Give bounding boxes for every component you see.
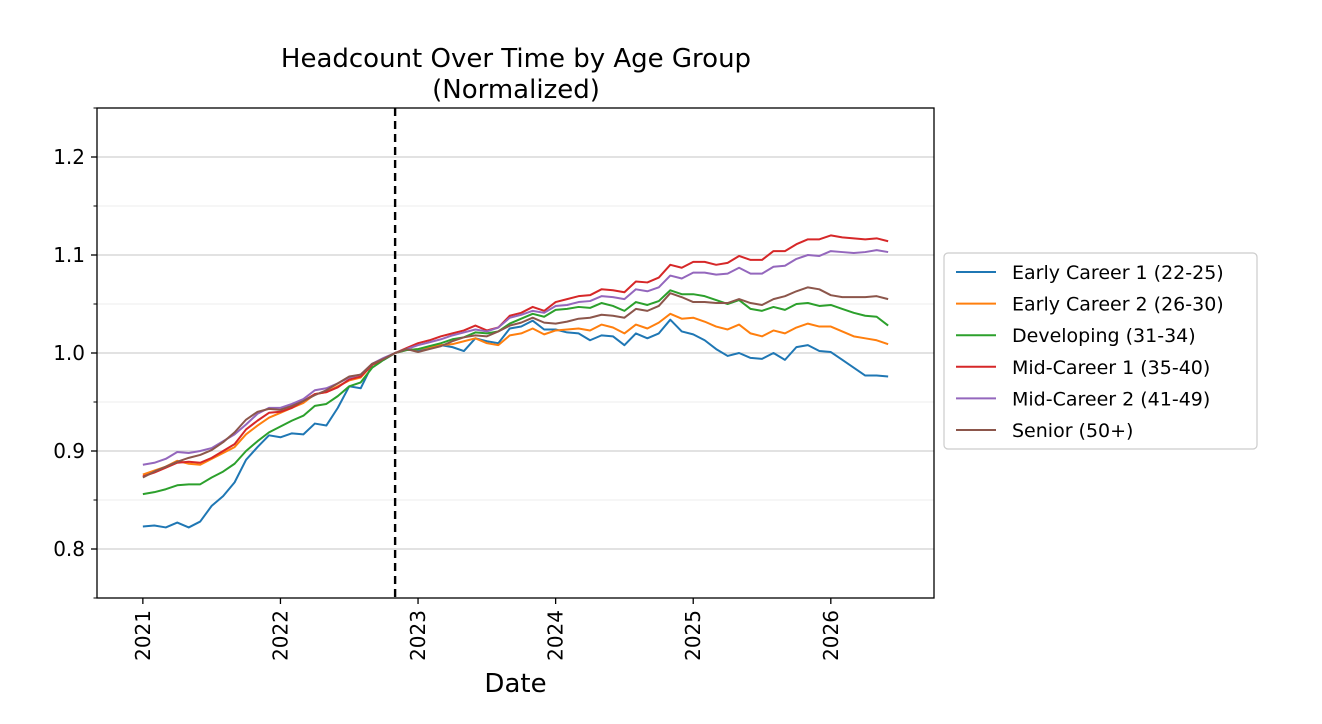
x-tick-label: 2023 xyxy=(406,610,430,661)
series-line xyxy=(142,312,889,476)
legend-label: Senior (50+) xyxy=(1012,420,1133,442)
y-tick-label: 1.2 xyxy=(53,145,85,169)
legend-label: Mid-Career 2 (41-49) xyxy=(1012,388,1210,410)
x-tick-label: 2022 xyxy=(268,610,292,661)
series-lines xyxy=(142,234,889,529)
legend-label: Mid-Career 1 (35-40) xyxy=(1012,357,1210,379)
y-tick-label: 1.0 xyxy=(53,341,85,365)
grid-lines xyxy=(97,156,934,550)
legend-box xyxy=(943,252,1258,450)
x-tick-label: 2024 xyxy=(544,610,568,661)
legend-label: Developing (31-34) xyxy=(1012,325,1196,347)
series-line xyxy=(142,249,889,466)
x-tick-label: 2025 xyxy=(681,610,705,661)
legend-label: Early Career 2 (26-30) xyxy=(1012,294,1224,316)
y-tick-label: 0.9 xyxy=(53,439,85,463)
chart-title-line: Headcount Over Time by Age Group xyxy=(281,44,751,74)
chart-title-line: (Normalized) xyxy=(432,75,600,105)
x-axis-label: Date xyxy=(484,669,546,699)
x-tick-label: 2021 xyxy=(131,610,155,661)
series-line xyxy=(142,234,889,478)
series-line xyxy=(142,286,889,479)
x-tick-label: 2026 xyxy=(819,610,843,661)
series-line xyxy=(142,289,889,496)
y-tick-label: 0.8 xyxy=(53,537,85,561)
legend: Early Career 1 (22-25) Early Career 2 (26… xyxy=(943,252,1258,450)
y-tick-label: 1.1 xyxy=(53,243,85,267)
legend-label: Early Career 1 (22-25) xyxy=(1012,262,1224,284)
axes: 0.8 0.9 1.0 1.1 1.2 2021 2022 2023 2024 2025 2026 xyxy=(53,107,843,661)
chart-title: Headcount Over Time by Age Group(Normali… xyxy=(281,44,751,105)
series-line xyxy=(142,318,889,529)
